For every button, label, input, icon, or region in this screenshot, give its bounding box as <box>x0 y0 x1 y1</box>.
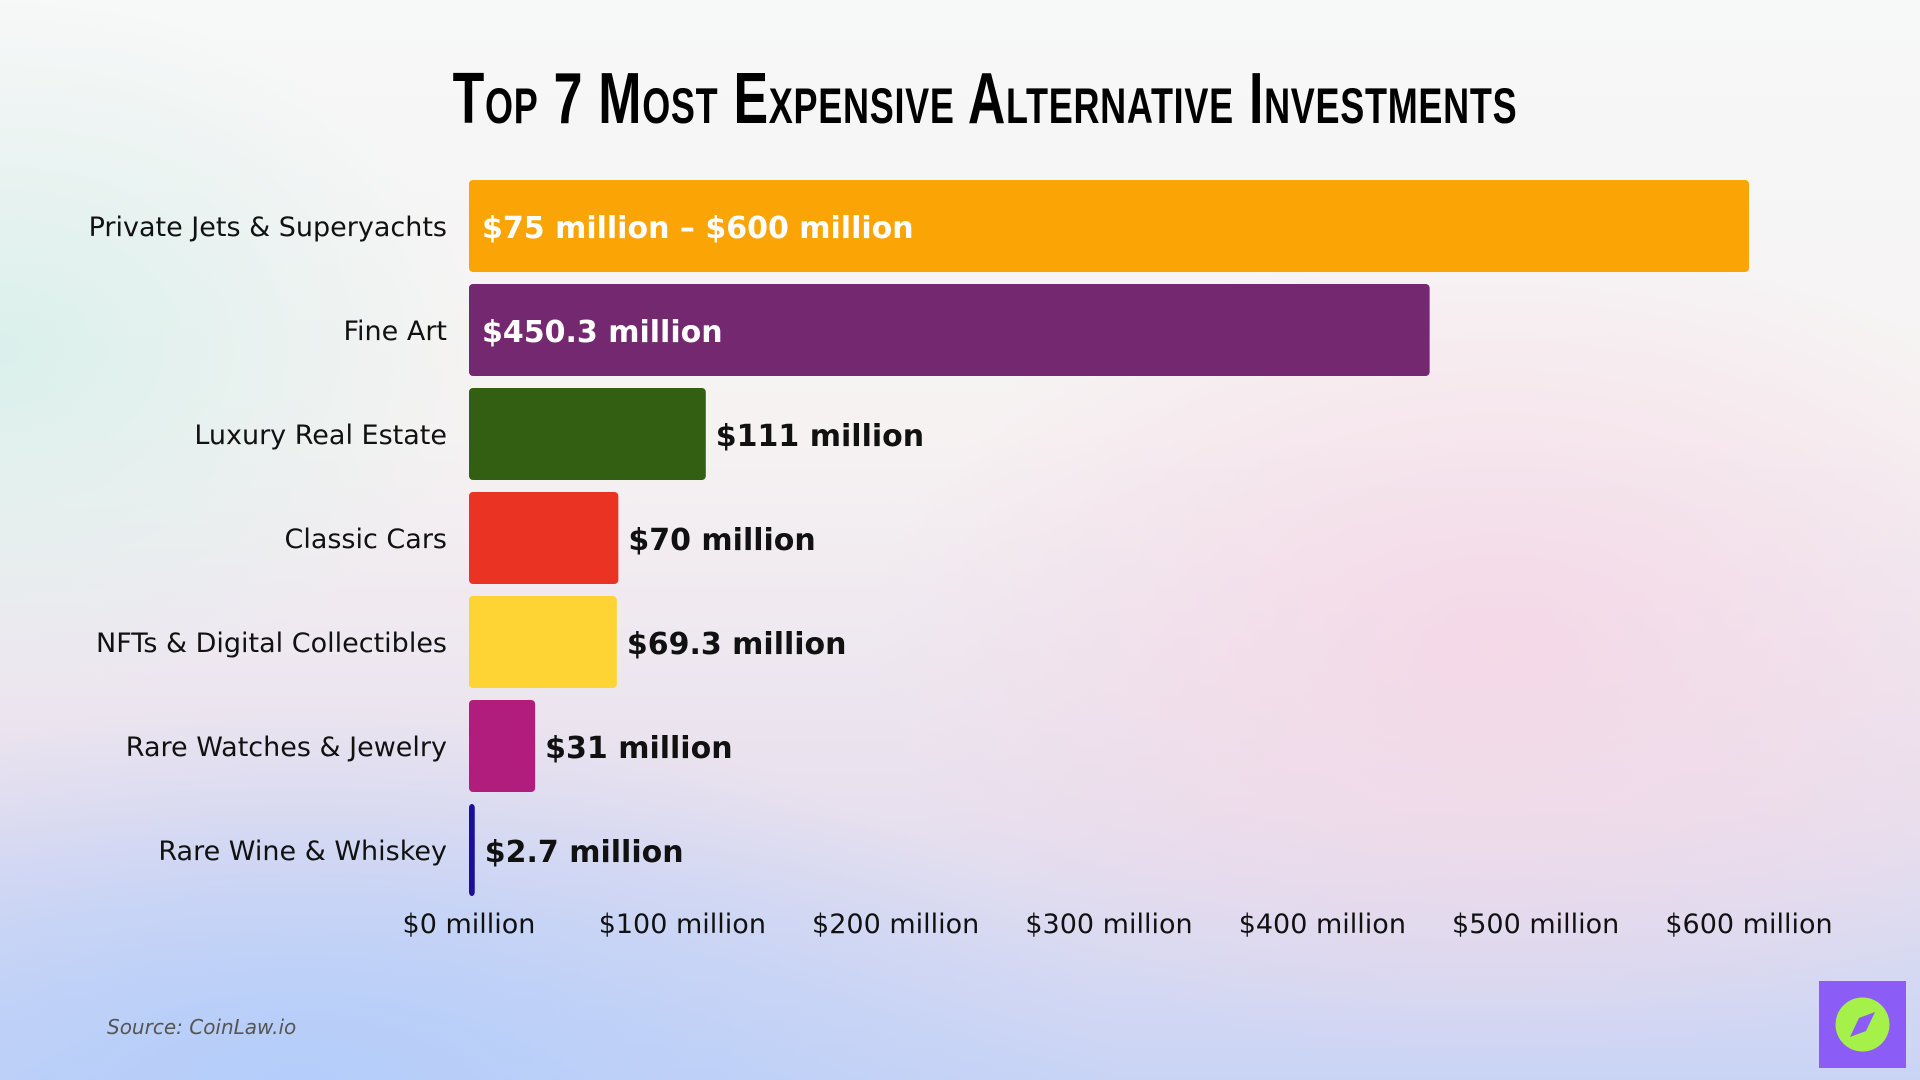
category-label: Private Jets & Superyachts <box>89 212 447 243</box>
logo <box>1819 981 1906 1068</box>
data-label: $2.7 million <box>485 835 684 870</box>
category-label: NFTs & Digital Collectibles <box>96 628 447 659</box>
data-label: $450.3 million <box>482 315 723 350</box>
bar <box>469 596 617 688</box>
bar <box>469 284 1430 376</box>
data-label: $31 million <box>545 731 732 766</box>
x-tick-label: $0 million <box>403 909 536 940</box>
data-label: $111 million <box>716 419 924 454</box>
chart-title: Top 7 Most Expensive Alternative Investm… <box>452 59 1518 139</box>
category-label: Classic Cars <box>284 524 447 555</box>
bar <box>469 700 536 792</box>
x-tick-label: $600 million <box>1665 909 1832 940</box>
category-label: Rare Watches & Jewelry <box>126 732 447 763</box>
x-tick-label: $100 million <box>599 909 766 940</box>
source-note: Source: CoinLaw.io <box>107 1015 297 1039</box>
x-tick-label: $500 million <box>1452 909 1619 940</box>
x-tick-label: $300 million <box>1025 909 1192 940</box>
x-tick-label: $400 million <box>1239 909 1406 940</box>
data-label: $70 million <box>628 523 815 558</box>
category-label: Luxury Real Estate <box>194 420 447 451</box>
category-label: Rare Wine & Whiskey <box>158 836 447 867</box>
bar <box>469 180 1749 272</box>
bar <box>469 388 706 480</box>
data-label: $69.3 million <box>627 627 847 662</box>
bar <box>469 492 619 584</box>
x-tick-label: $200 million <box>812 909 979 940</box>
compass-icon <box>1835 997 1890 1052</box>
data-label: $75 million – $600 million <box>482 211 914 246</box>
bar <box>469 804 475 896</box>
category-label: Fine Art <box>343 316 447 347</box>
